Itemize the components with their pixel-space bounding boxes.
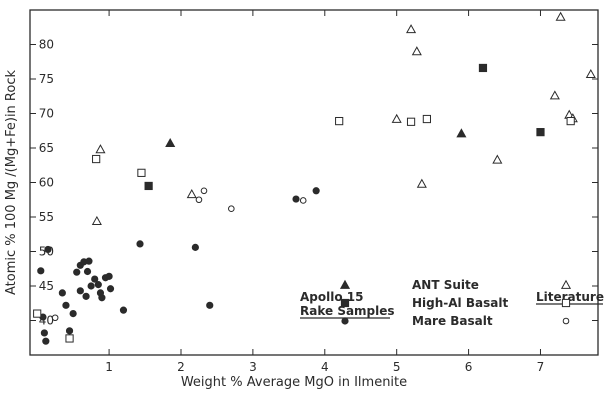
literature-ant-suite-point: [492, 154, 503, 164]
literature-mare-basalt-point: [299, 197, 307, 204]
legend-literature-marker: [561, 298, 571, 308]
literature-mare-basalt-point: [228, 205, 235, 213]
legend-literature-header: Literature: [536, 290, 604, 304]
x-tick-label: 5: [393, 360, 401, 374]
literature-high-al-basalt-point: [406, 117, 416, 126]
literature-ant-suite-point: [186, 189, 197, 199]
x-tick-label: 4: [321, 360, 329, 374]
y-tick-label: 60: [39, 176, 54, 190]
apollo-15-rake-samples-mare-basalt-point: [85, 257, 93, 265]
legend-rake-marker: [341, 317, 349, 325]
apollo-15-rake-samples-mare-basalt-point: [40, 329, 48, 337]
literature-mare-basalt-point: [200, 187, 208, 195]
legend-literature-marker: [562, 317, 570, 325]
apollo-15-rake-samples-mare-basalt-point: [87, 282, 95, 290]
apollo-15-rake-samples-mare-basalt-point: [44, 245, 52, 254]
literature-high-al-basalt-point: [137, 168, 146, 177]
apollo-15-rake-samples-mare-basalt-point: [312, 187, 320, 195]
axis-ticks: 1234567404550556065707580: [30, 10, 598, 374]
apollo-15-rake-samples-mare-basalt-point: [83, 267, 92, 276]
literature-high-al-basalt-point: [422, 114, 431, 124]
apollo-15-rake-samples-mare-basalt-point: [105, 272, 113, 280]
legend-rake-header-line2: Rake Samples: [300, 304, 395, 318]
literature-mare-basalt-point: [195, 196, 203, 204]
literature-high-al-basalt-point: [92, 154, 101, 164]
apollo-15-rake-samples-mare-basalt-point: [119, 306, 128, 314]
literature-ant-suite-point: [391, 113, 402, 123]
apollo-15-rake-samples-mare-basalt-point: [191, 243, 199, 251]
apollo-15-rake-samples-mare-basalt-point: [94, 281, 102, 289]
x-axis-title: Weight % Average MgO in Ilmenite: [181, 375, 407, 390]
literature-ant-suite-point: [549, 90, 560, 100]
apollo-15-rake-samples-mare-basalt-point: [76, 287, 84, 295]
literature-high-al-basalt-point: [566, 116, 575, 126]
y-tick-label: 55: [39, 210, 54, 224]
literature-high-al-basalt-point: [335, 116, 344, 126]
apollo-15-rake-samples-ant-suite-point: [456, 128, 467, 138]
apollo-15-rake-samples-ant-suite-point: [165, 137, 176, 148]
apollo-15-rake-samples-mare-basalt-point: [69, 310, 77, 318]
literature-mare-basalt-point: [51, 314, 59, 322]
apollo-15-rake-samples-high-al-basalt-point: [144, 181, 153, 191]
legend-rake-header-line1: Apollo 15: [300, 290, 363, 304]
legend-entry-label: High-Al Basalt: [412, 296, 508, 310]
data-points: [33, 11, 596, 345]
apollo-15-rake-samples-mare-basalt-point: [42, 337, 50, 345]
apollo-15-rake-samples-mare-basalt-point: [91, 275, 99, 283]
legend-rake-marker: [339, 279, 351, 289]
literature-ant-suite-point: [406, 24, 417, 34]
literature-ant-suite-point: [555, 11, 566, 21]
apollo-15-rake-samples-mare-basalt-point: [292, 195, 300, 203]
x-tick-label: 7: [537, 360, 545, 374]
apollo-15-rake-samples-high-al-basalt-point: [478, 63, 488, 73]
x-tick-label: 1: [105, 360, 113, 374]
apollo-15-rake-samples-mare-basalt-point: [82, 292, 90, 300]
x-tick-label: 6: [465, 360, 473, 374]
literature-high-al-basalt-point: [33, 309, 42, 318]
apollo-15-rake-samples-mare-basalt-point: [58, 289, 66, 297]
legend-entry-label: Mare Basalt: [412, 314, 493, 328]
literature-ant-suite-point: [91, 215, 102, 225]
apollo-15-rake-samples-mare-basalt-point: [106, 285, 115, 293]
literature-ant-suite-point: [411, 46, 422, 56]
apollo-15-rake-samples-mare-basalt-point: [65, 327, 74, 335]
legend-literature-marker: [560, 279, 572, 289]
legend-entry-label: ANT Suite: [412, 278, 479, 292]
apollo-15-rake-samples-mare-basalt-point: [37, 267, 45, 275]
y-tick-label: 45: [39, 279, 54, 293]
x-tick-label: 3: [249, 360, 257, 374]
y-tick-label: 70: [39, 107, 54, 121]
apollo-15-rake-samples-high-al-basalt-point: [536, 128, 545, 137]
y-tick-label: 65: [39, 141, 54, 155]
literature-ant-suite-point: [95, 144, 106, 154]
apollo-15-rake-samples-mare-basalt-point: [62, 301, 70, 309]
apollo-15-rake-samples-mare-basalt-point: [206, 301, 214, 309]
apollo-15-rake-samples-mare-basalt-point: [136, 240, 144, 248]
apollo-15-rake-samples-mare-basalt-point: [73, 268, 81, 276]
literature-ant-suite-point: [416, 178, 427, 188]
literature-high-al-basalt-point: [65, 334, 74, 343]
legend-rake-marker: [340, 298, 350, 308]
y-tick-label: 80: [39, 38, 54, 52]
apollo-15-rake-samples-mare-basalt-point: [98, 294, 106, 302]
y-axis-title: Atomic % 100 Mg /(Mg+Fe)in Rock: [4, 70, 19, 295]
x-tick-label: 2: [177, 360, 185, 374]
literature-ant-suite-point: [585, 68, 596, 79]
y-tick-label: 75: [39, 72, 54, 86]
